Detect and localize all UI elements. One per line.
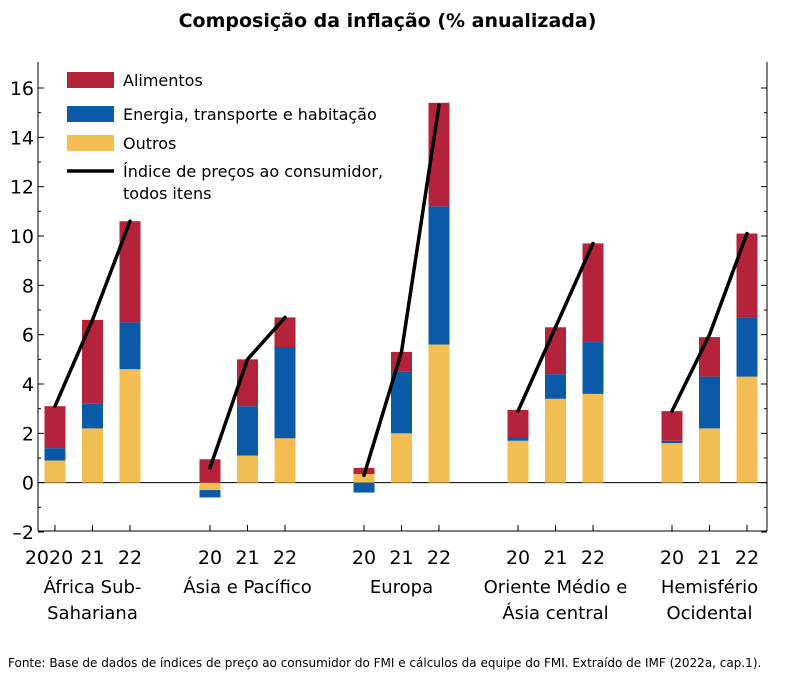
y-tick-label: 10 [10, 226, 34, 248]
bar-segment [428, 344, 450, 483]
x-year-label: 21 [543, 547, 567, 569]
x-year-label: 20 [660, 547, 684, 569]
bar-segment [661, 411, 683, 441]
bar-segment [736, 376, 758, 483]
legend-swatch [67, 106, 114, 122]
bar-segment [353, 482, 375, 493]
bar-segment [44, 460, 66, 483]
bar-segment [507, 409, 529, 438]
x-year-label: 20 [198, 547, 222, 569]
legend: Alimentos Energia, transporte e habitação… [67, 71, 383, 203]
y-tick-label: 0 [22, 473, 34, 495]
cpi-line [670, 231, 749, 413]
x-year-label: 22 [581, 547, 605, 569]
x-year-label: 21 [697, 547, 721, 569]
bar-segment [82, 403, 103, 429]
y-tick-label: 2 [22, 423, 34, 445]
y-tick-label: 16 [10, 78, 34, 100]
bar-segment [199, 490, 221, 498]
bar-segment [582, 393, 604, 483]
bar-segment [44, 448, 66, 461]
y-tick-label: 12 [10, 177, 34, 199]
bar-segment [507, 440, 529, 483]
bar-segment [507, 437, 529, 441]
y-tick-label: 4 [22, 374, 34, 396]
bar-segment [582, 342, 604, 394]
bar-segment [699, 376, 720, 429]
region-label: Hemisfério [661, 577, 758, 598]
bar-segment [545, 374, 566, 399]
bar-segment [353, 474, 375, 483]
bar-segment [82, 319, 103, 404]
region-label: África Sub- [44, 576, 142, 598]
legend-label: Outros [123, 134, 176, 153]
chart-title: Composição da inflação (% anualizada) [178, 10, 597, 32]
cpi-lines [53, 103, 749, 478]
bar-segment [736, 317, 758, 377]
x-year-label: 22 [273, 547, 297, 569]
x-year-label: 20 [506, 547, 530, 569]
x-year-label: 21 [235, 547, 259, 569]
x-year-label: 2020 [25, 547, 73, 569]
bar-segment [119, 221, 141, 323]
region-label-line2: Ásia central [502, 602, 608, 624]
region-label: Europa [370, 577, 433, 598]
bar-segment [582, 243, 604, 343]
bar-segment [237, 406, 258, 456]
bar-segment [736, 233, 758, 318]
legend-label: Índice de preços ao consumidor, [123, 162, 383, 181]
bar-segment [274, 317, 296, 347]
bar-segment [119, 369, 141, 483]
bar-segment [274, 438, 296, 483]
bar-segment [199, 482, 221, 491]
bar-segment [699, 337, 720, 377]
bar-segment [237, 455, 258, 483]
bar-segment [699, 428, 720, 483]
x-year-label: 22 [118, 547, 142, 569]
x-year-label: 22 [735, 547, 759, 569]
legend-label: Energia, transporte e habitação [123, 105, 377, 124]
cpi-line [516, 241, 595, 413]
region-label: Ásia e Pacífico [183, 576, 311, 598]
y-tick-label: 14 [10, 127, 34, 149]
y-tick-label: 6 [22, 325, 34, 347]
bars [44, 102, 758, 498]
bar-segment [199, 459, 221, 483]
cpi-line [53, 219, 132, 408]
cpi-line [362, 103, 441, 478]
x-year-label: 21 [80, 547, 104, 569]
bar-segment [428, 206, 450, 345]
region-label-line2: Ocidental [666, 603, 752, 624]
legend-label: Alimentos [123, 71, 203, 90]
bar-segment [44, 406, 66, 449]
legend-swatch [67, 135, 114, 151]
y-tick-label: –2 [12, 522, 34, 544]
legend-swatch [67, 72, 114, 88]
bar-segment [661, 443, 683, 483]
x-year-label: 21 [389, 547, 413, 569]
bar-segment [545, 398, 566, 483]
bar-segment [82, 428, 103, 483]
x-year-label: 20 [352, 547, 376, 569]
y-tick-label: 8 [22, 275, 34, 297]
region-label-line2: Sahariana [47, 603, 138, 624]
bar-segment [661, 440, 683, 444]
bar-segment [391, 433, 412, 483]
x-year-label: 22 [427, 547, 451, 569]
cpi-line [208, 315, 287, 470]
source-note: Fonte: Base de dados de índices de preço… [8, 656, 762, 670]
region-label: Oriente Médio e [484, 577, 628, 598]
bar-segment [274, 347, 296, 439]
bar-segment [119, 322, 141, 370]
bar-segment [391, 371, 412, 434]
bar-segment [545, 327, 566, 375]
legend-label-line2: todos itens [123, 184, 211, 203]
